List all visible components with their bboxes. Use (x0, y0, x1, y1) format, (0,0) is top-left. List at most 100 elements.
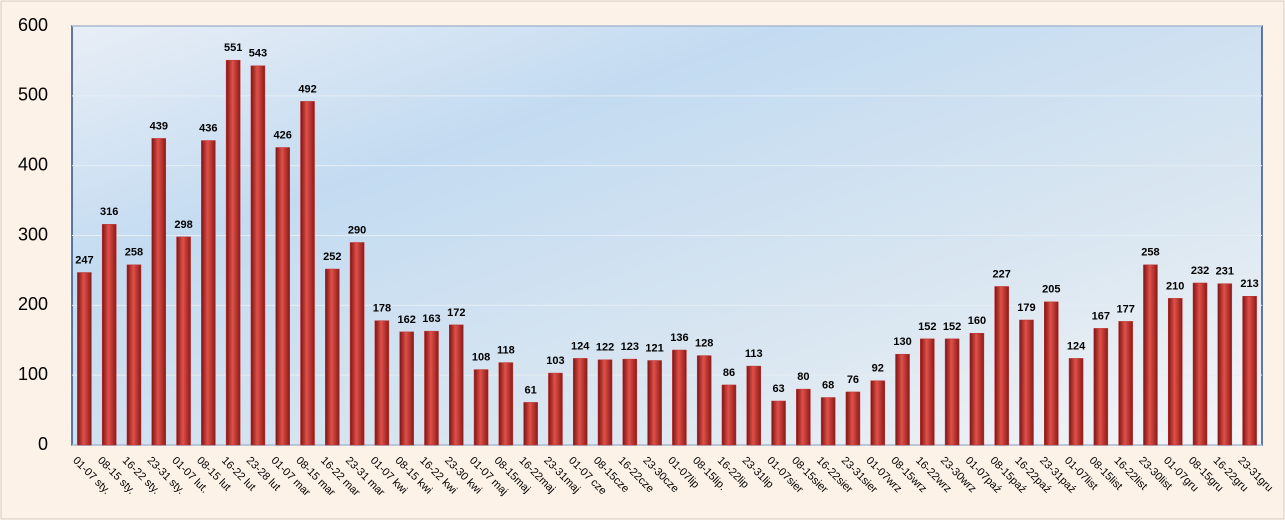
bar (622, 358, 638, 446)
data-label: 61 (525, 384, 537, 396)
bar (349, 242, 365, 446)
data-label: 80 (797, 371, 809, 383)
data-label: 121 (645, 342, 663, 354)
data-label: 543 (249, 48, 267, 60)
bar (771, 400, 786, 446)
data-label: 298 (174, 219, 192, 231)
bar (275, 147, 290, 446)
data-label: 167 (1092, 310, 1110, 322)
bar (1167, 298, 1183, 446)
data-label: 122 (596, 342, 614, 354)
data-label: 492 (298, 83, 316, 95)
bar (920, 338, 935, 446)
bar (225, 59, 241, 446)
bar (473, 369, 489, 446)
data-label: 162 (398, 314, 416, 326)
data-label: 123 (621, 341, 639, 353)
data-label: 163 (422, 313, 440, 325)
data-label: 152 (943, 321, 961, 333)
bar (1044, 301, 1059, 446)
y-tick-label: 0 (38, 434, 48, 454)
data-label: 252 (323, 251, 341, 263)
data-label: 172 (447, 307, 465, 319)
data-label: 103 (546, 355, 564, 367)
bar (77, 272, 92, 446)
data-label: 177 (1116, 303, 1134, 315)
data-label: 178 (373, 303, 391, 315)
y-tick-label: 500 (18, 85, 48, 105)
bar (399, 331, 414, 446)
bar (597, 359, 613, 446)
data-label: 92 (872, 363, 884, 375)
data-label: 205 (1042, 284, 1060, 296)
data-label: 316 (100, 206, 118, 218)
bar (1192, 282, 1208, 446)
data-label: 232 (1191, 265, 1209, 277)
bar (176, 236, 191, 446)
bar (796, 388, 811, 446)
y-tick-label: 400 (18, 154, 48, 174)
data-label: 76 (847, 374, 859, 386)
data-label: 113 (745, 348, 763, 360)
data-label: 136 (670, 332, 688, 344)
data-label: 124 (571, 340, 590, 352)
data-label: 108 (472, 351, 490, 363)
data-label: 247 (75, 254, 93, 266)
bar (300, 101, 315, 446)
data-label: 258 (1141, 247, 1159, 259)
data-label: 551 (224, 42, 242, 54)
data-label: 128 (695, 338, 713, 350)
data-label: 258 (125, 247, 143, 259)
bar (126, 264, 142, 446)
bar (969, 333, 985, 446)
bar (1093, 328, 1109, 446)
y-tick-label: 600 (18, 15, 48, 35)
bar (1217, 283, 1233, 446)
bar (895, 353, 910, 446)
bar (696, 355, 712, 446)
data-label: 436 (199, 122, 217, 134)
data-label: 152 (918, 321, 936, 333)
bar (1143, 264, 1158, 446)
bar (523, 402, 538, 446)
bar (325, 268, 340, 446)
bar (250, 65, 266, 446)
data-label: 68 (822, 379, 834, 391)
bar (672, 349, 687, 446)
bar (845, 391, 861, 446)
data-label: 290 (348, 224, 366, 236)
y-tick-label: 100 (18, 364, 48, 384)
bar (1068, 358, 1084, 446)
bar (647, 360, 662, 446)
bar (994, 286, 1009, 446)
y-tick-label: 300 (18, 224, 48, 244)
data-label: 124 (1067, 340, 1086, 352)
bar (1019, 319, 1034, 446)
bar (721, 384, 737, 446)
bar (820, 397, 836, 446)
data-label: 231 (1216, 266, 1234, 278)
data-label: 160 (968, 315, 986, 327)
data-label: 86 (723, 367, 735, 379)
data-label: 227 (993, 268, 1011, 280)
bar (424, 330, 439, 446)
y-tick-label: 200 (18, 294, 48, 314)
bar (101, 224, 117, 446)
data-label: 210 (1166, 280, 1184, 292)
bar (746, 365, 762, 446)
data-label: 213 (1240, 278, 1258, 290)
bar (1242, 296, 1257, 446)
bar (870, 380, 885, 446)
bar (944, 338, 960, 446)
data-label: 426 (274, 129, 292, 141)
bar (572, 358, 588, 446)
data-label: 179 (1017, 302, 1035, 314)
bar (374, 320, 390, 446)
bar (498, 362, 514, 446)
bar (201, 140, 216, 446)
bar (548, 372, 563, 446)
data-label: 130 (893, 336, 911, 348)
bar (151, 138, 167, 446)
bar (449, 324, 464, 446)
